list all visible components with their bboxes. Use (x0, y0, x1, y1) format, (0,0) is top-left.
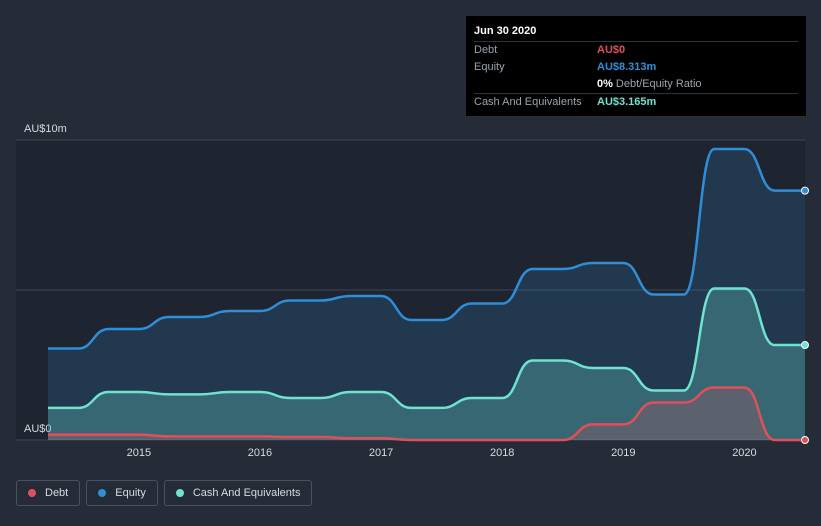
cash-and-equivalents-area (48, 288, 805, 440)
legend-cash-label: Cash And Equivalents (192, 487, 301, 499)
chart-tooltip: Jun 30 2020 Debt AU$0 Equity AU$8.313m 0… (466, 16, 806, 116)
legend-debt-dot-icon (28, 489, 36, 497)
series-endpoints (801, 186, 809, 444)
tooltip-cash-label: Cash And Equivalents (474, 96, 582, 108)
equity-line (47, 147, 805, 350)
x-tick-label-2016: 2016 (248, 447, 272, 459)
legend-cash-dot-icon (175, 489, 184, 497)
x-tick-label-2020: 2020 (732, 447, 756, 459)
tooltip-row-equity: Equity AU$8.313m (474, 59, 798, 76)
tooltip-date: Jun 30 2020 (474, 25, 537, 37)
debt-endpoint-marker (801, 436, 809, 444)
tooltip-ratio-label (474, 76, 597, 93)
debt-area (48, 387, 805, 440)
debt-line (48, 386, 805, 442)
x-tick-label-2018: 2018 (490, 447, 514, 459)
legend-equity-dot-icon (98, 489, 107, 497)
y-tick-label-zero: AU$0 (24, 423, 52, 435)
tooltip-row-cash: Cash And Equivalents AU$3.165m (474, 93, 798, 111)
x-tick-label-2015: 2015 (127, 447, 151, 459)
series-lines (47, 147, 805, 442)
tooltip-equity-value: AU$8.313m (597, 61, 657, 73)
cash-and-equivalents-endpoint-marker (801, 341, 809, 350)
equity-endpoint-marker (801, 186, 809, 195)
tooltip-row-debt: Debt AU$0 (474, 41, 798, 59)
legend-equity-label: Equity (115, 487, 146, 499)
x-axis: 2015 2016 2017 2018 2019 2020 (127, 447, 757, 459)
tooltip-ratio-caption: Debt/Equity Ratio (615, 78, 702, 90)
tooltip-ratio-value: 0% (597, 78, 613, 90)
legend-item-equity[interactable]: Equity (86, 480, 158, 506)
legend-item-cash[interactable]: Cash And Equivalents (163, 480, 313, 506)
chart-legend: Debt Equity Cash And Equivalents (16, 480, 313, 506)
tooltip-debt-value: AU$0 (597, 44, 626, 56)
tooltip-debt-label: Debt (474, 44, 498, 56)
legend-debt-label: Debt (45, 487, 69, 499)
tooltip-row-ratio: 0% Debt/Equity Ratio (474, 76, 798, 93)
cash-and-equivalents-line (48, 287, 805, 410)
tooltip-cash-value: AU$3.165m (597, 96, 657, 108)
x-tick-label-2019: 2019 (611, 447, 635, 459)
legend-item-debt[interactable]: Debt (16, 480, 81, 506)
y-tick-label-max: AU$10m (24, 123, 67, 135)
x-tick-label-2017: 2017 (369, 447, 393, 459)
tooltip-equity-label: Equity (474, 61, 505, 73)
